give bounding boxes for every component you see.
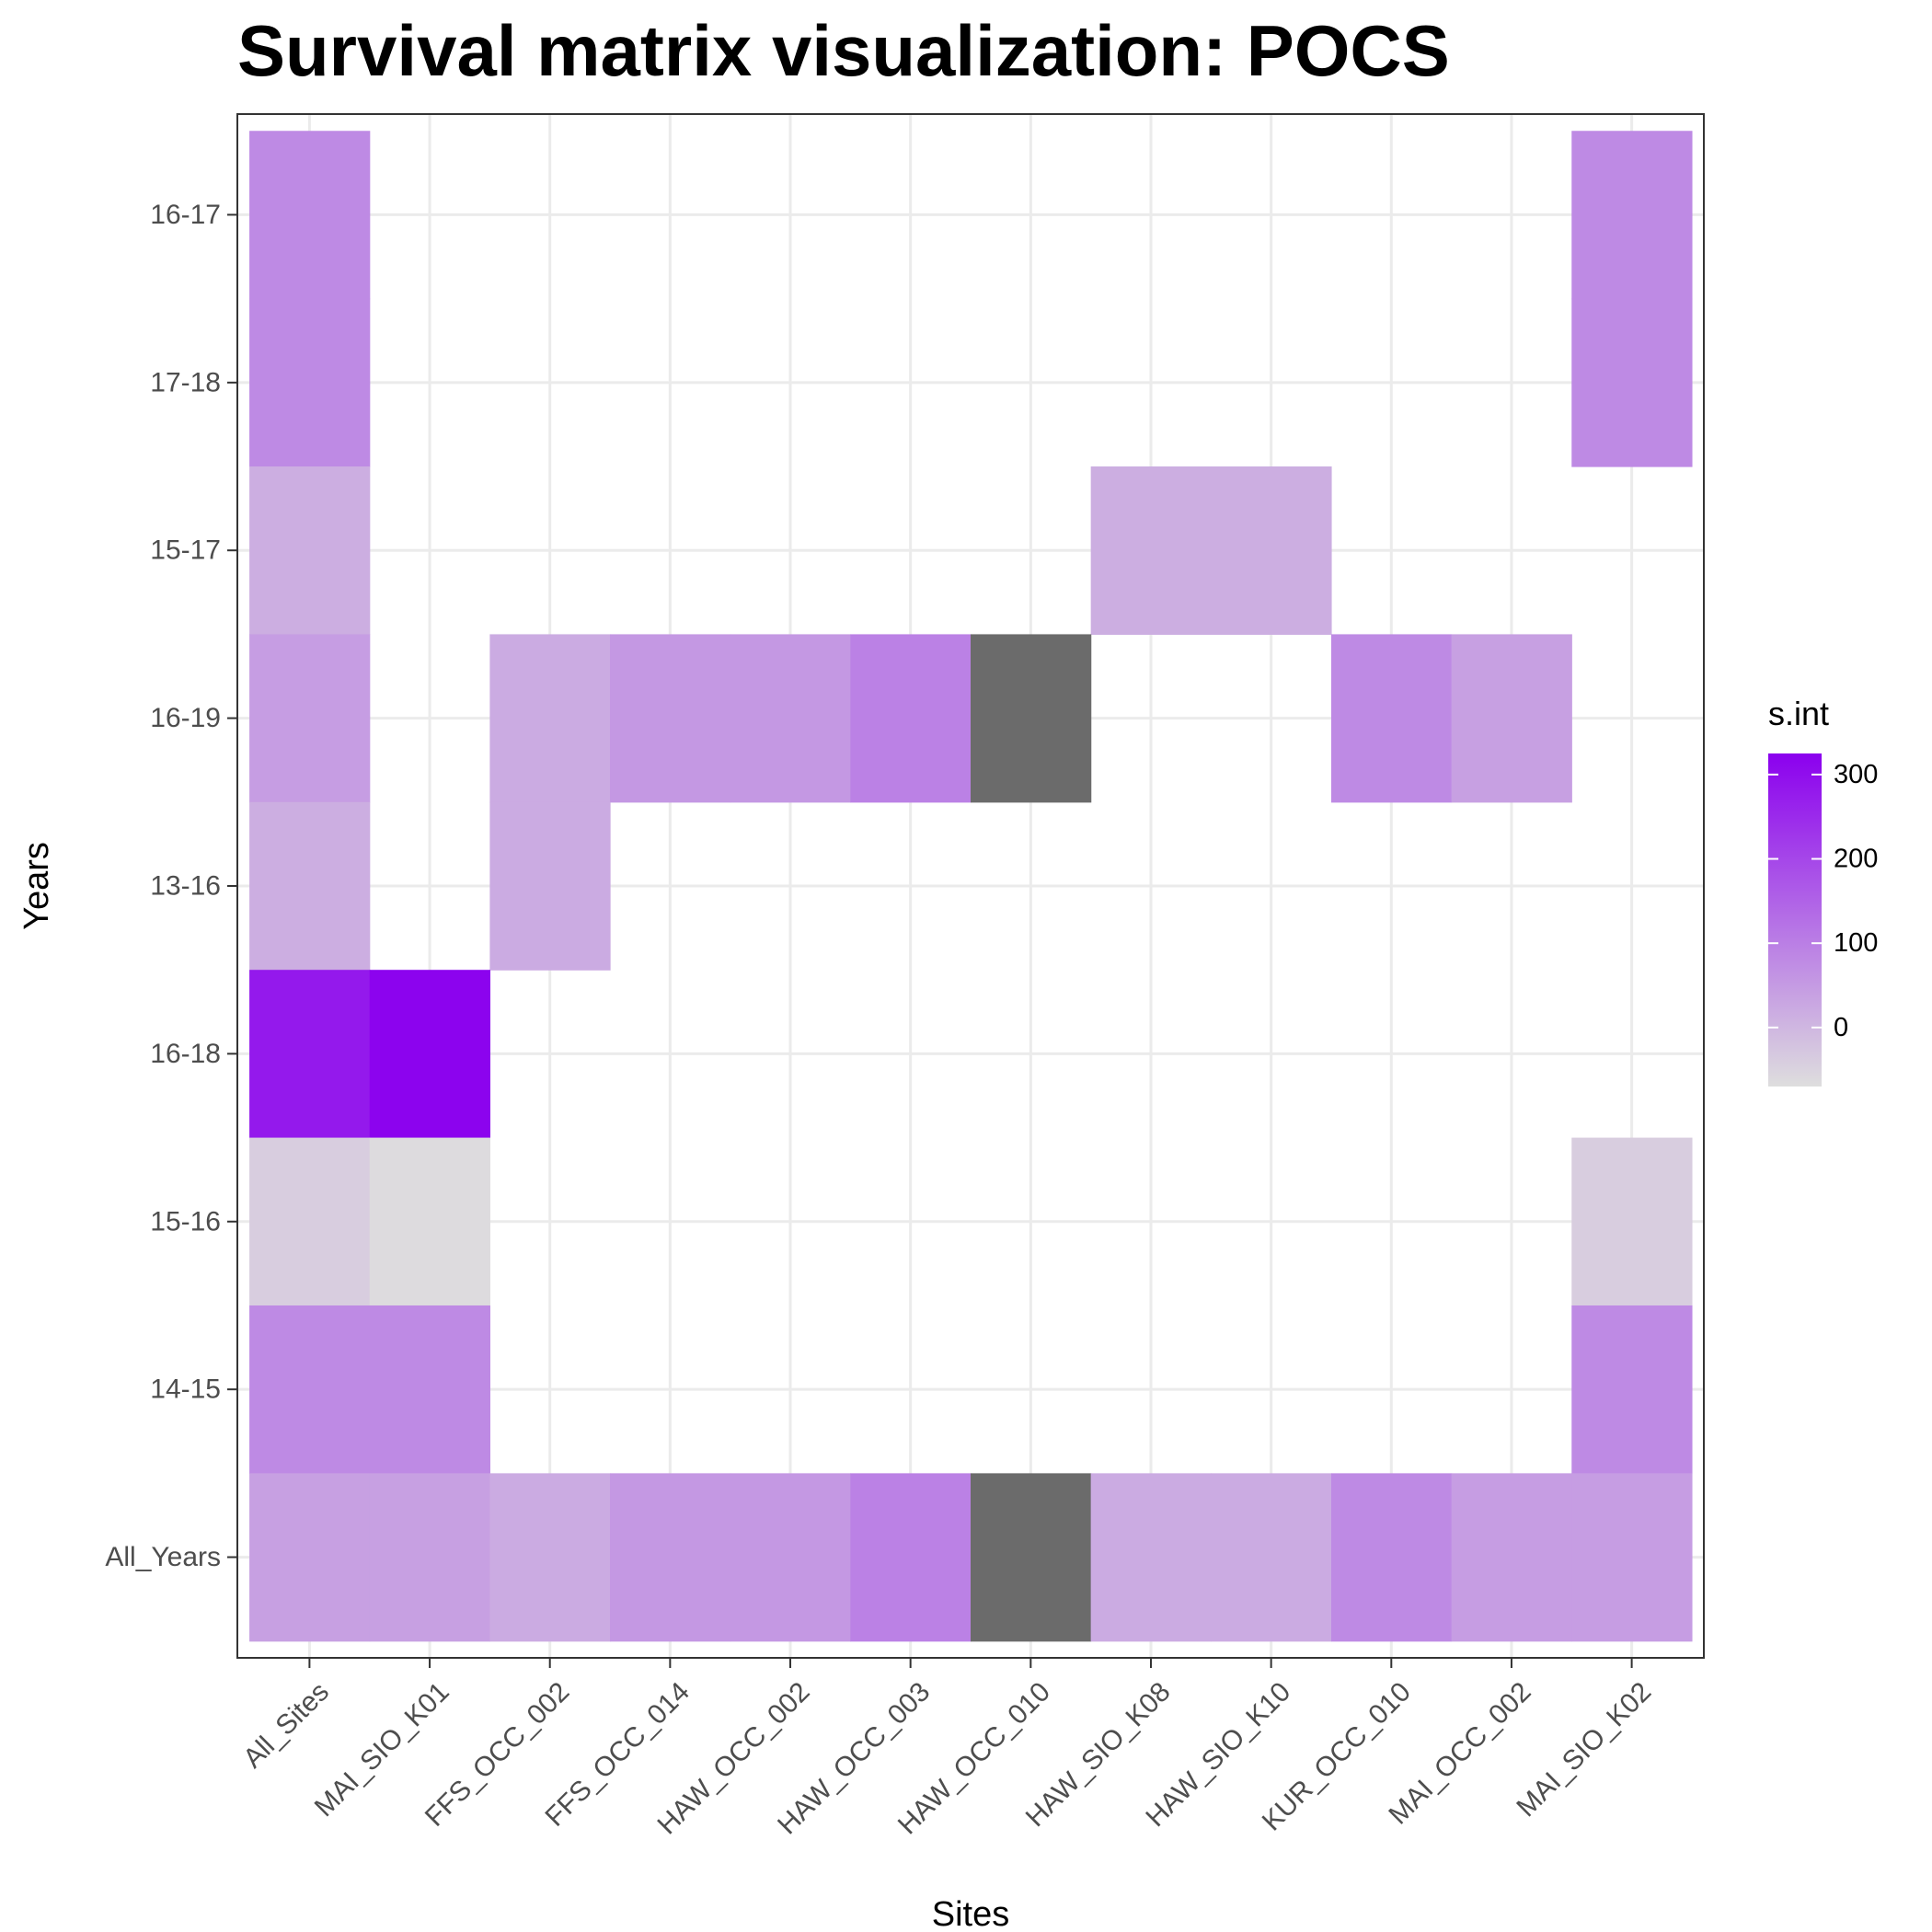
legend-ticks: 0 100 200 300 [1768,760,1878,1042]
heatmap-cell [249,1137,371,1306]
y-tick-label: 13-16 [150,871,221,902]
y-tick-label: 14-15 [150,1374,221,1405]
legend: s.int 0 100 200 300 [1768,695,1878,1087]
heatmap-cell [369,1305,490,1474]
heatmap-cell [1090,1473,1212,1642]
y-tick-label: 15-17 [150,535,221,566]
x-axis-ticks: All_SitesMAI_SIO_K01FFS_OCC_002FFS_OCC_0… [237,1658,1657,1840]
legend-title: s.int [1768,695,1829,732]
heatmap-cell [249,298,371,467]
heatmap-cell [730,634,851,803]
heatmap-cell [249,1473,371,1642]
legend-colorbar [1768,753,1822,1087]
heatmap-cell [1571,131,1693,300]
heatmap-cell [249,801,371,971]
legend-tick-label: 0 [1834,1013,1848,1042]
heatmap-cells [249,131,1693,1642]
heatmap-cell [610,1473,731,1642]
heatmap-cell [610,634,731,803]
heatmap-cell [971,1473,1092,1642]
heatmap-cell [850,634,972,803]
heatmap-cell [1571,298,1693,467]
grid-lines [237,114,1704,1658]
y-axis-ticks: 16-17 17-18 15-17 16-19 13-16 16-18 15-16 14-15… [105,200,237,1572]
y-tick-label: 16-19 [150,703,221,733]
heatmap-cell [489,634,611,803]
heatmap-cell [1330,1473,1453,1642]
heatmap-cell [369,1137,490,1306]
legend-tick-label: 200 [1834,845,1878,874]
heatmap-cell [249,970,371,1139]
heatmap-cell [850,1473,972,1642]
legend-tick-label: 300 [1834,760,1878,789]
heatmap-cell [971,634,1092,803]
heatmap-cell [1211,466,1332,636]
heatmap-cell [249,131,371,300]
heatmap-cell [249,466,371,636]
heatmap-cell [369,970,490,1139]
y-tick-label: 15-16 [150,1206,221,1236]
x-tick-label: All_Sites [237,1676,335,1774]
heatmap-cell [1451,634,1572,803]
chart-title: Survival matrix visualization: POCS [237,10,1450,91]
y-tick-label: All_Years [105,1542,221,1572]
heatmap-cell [369,1473,490,1642]
heatmap-cell [1211,1473,1332,1642]
y-axis-title: Years [17,842,56,930]
heatmap-cell [1330,634,1453,803]
heatmap-cell [489,801,611,971]
heatmap-cell [249,634,371,803]
heatmap-cell [489,1473,611,1642]
heatmap-cell [1451,1473,1572,1642]
y-tick-label: 16-17 [150,200,221,230]
y-tick-label: 16-18 [150,1039,221,1069]
heatmap-cell [730,1473,851,1642]
legend-tick-label: 100 [1834,928,1878,958]
y-tick-label: 17-18 [150,367,221,397]
heatmap-cell [1571,1137,1693,1306]
x-axis-title: Sites [932,1895,1009,1932]
heatmap-cell [249,1305,371,1474]
heatmap-cell [1090,466,1212,636]
heatmap-cell [1571,1473,1693,1642]
heatmap-cell [1571,1305,1693,1474]
